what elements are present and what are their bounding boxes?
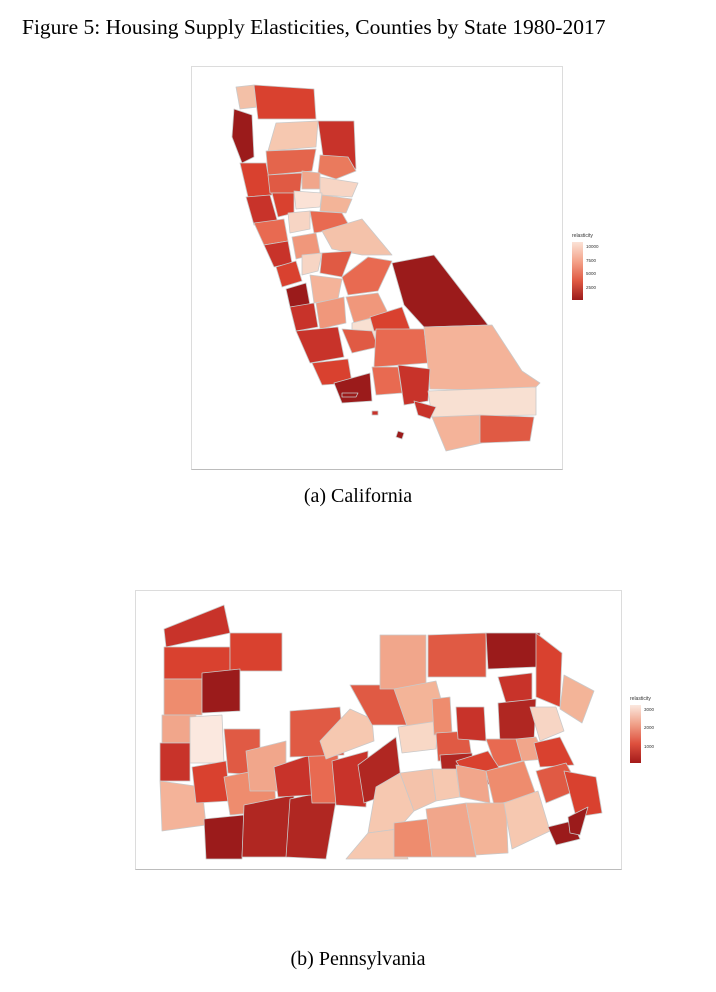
county-region [287, 210, 311, 234]
county-region [345, 828, 409, 860]
county-region [533, 736, 575, 768]
county-region [431, 768, 461, 802]
pennsylvania-map-panel [135, 590, 622, 870]
county-region [321, 218, 393, 256]
legend-tick-label: 5000 [586, 271, 597, 276]
county-region [231, 108, 255, 164]
county-region [563, 770, 603, 818]
county-region [341, 256, 393, 296]
county-region [341, 392, 359, 398]
county-region [427, 386, 537, 418]
county-region [535, 632, 563, 708]
legend-tick-label: 3000 [644, 707, 655, 712]
county-region [241, 794, 295, 858]
county-region [191, 760, 231, 804]
caption-pennsylvania: (b) Pennsylvania [290, 948, 426, 970]
county-region [163, 604, 231, 648]
county-region [485, 632, 541, 670]
county-region [425, 802, 477, 858]
legend-color-bar [630, 705, 641, 763]
county-region [203, 814, 245, 860]
county-region [455, 706, 487, 742]
county-region [267, 120, 319, 152]
county-region [427, 632, 487, 678]
legend-tick-label: 2500 [586, 285, 597, 290]
county-region [397, 720, 439, 754]
caption-california: (a) California [303, 485, 413, 507]
county-region [431, 696, 453, 736]
county-region [567, 806, 589, 836]
legend-color-bar [572, 242, 583, 300]
county-region [253, 218, 289, 246]
county-region [201, 668, 241, 714]
county-region [371, 366, 403, 396]
county-region [319, 194, 353, 214]
county-region [465, 802, 509, 856]
county-region [267, 172, 303, 194]
county-region [189, 714, 225, 764]
legend-tick-label: 10000 [586, 244, 599, 249]
county-region [379, 634, 427, 690]
legend-title: relasticity [572, 233, 593, 239]
county-region [315, 296, 347, 330]
legend-tick-label: 7500 [586, 258, 597, 263]
legend-title: relasticity [630, 696, 651, 702]
county-region [341, 328, 379, 354]
county-region [275, 260, 303, 288]
figure-title: Figure 5: Housing Supply Elasticities, C… [22, 15, 606, 39]
county-region [239, 162, 273, 198]
county-region [455, 764, 491, 804]
county-region [285, 282, 311, 308]
pennsylvania-legend: relasticity 3000 2000 1000 [630, 696, 670, 766]
county-region [529, 706, 565, 742]
county-region [367, 772, 415, 834]
county-region [319, 708, 375, 760]
county-region [395, 430, 405, 440]
california-legend: relasticity 10000 7500 5000 2500 [572, 233, 612, 303]
county-region [373, 328, 429, 368]
county-region [479, 414, 535, 444]
county-region [295, 326, 345, 364]
county-region [301, 170, 321, 190]
county-region [253, 84, 317, 120]
pennsylvania-county-map [159, 604, 603, 860]
california-map-panel [191, 66, 563, 470]
legend-tick-label: 2000 [644, 725, 655, 730]
county-region [289, 302, 319, 332]
county-region [397, 364, 431, 406]
county-region [413, 400, 437, 420]
legend-tick-label: 1000 [644, 744, 655, 749]
county-region [371, 410, 379, 416]
county-region [159, 742, 191, 782]
county-region [391, 254, 489, 328]
county-region [317, 154, 357, 180]
county-region [319, 176, 359, 198]
california-county-map [231, 84, 541, 452]
county-region [293, 190, 323, 210]
county-region [265, 148, 317, 176]
county-region [497, 698, 537, 744]
county-region [163, 678, 203, 716]
county-region [393, 818, 433, 858]
county-region [301, 252, 323, 276]
county-region [423, 324, 541, 392]
county-region [559, 674, 595, 724]
county-region [431, 414, 483, 452]
county-region [229, 632, 283, 672]
county-region [497, 672, 533, 704]
